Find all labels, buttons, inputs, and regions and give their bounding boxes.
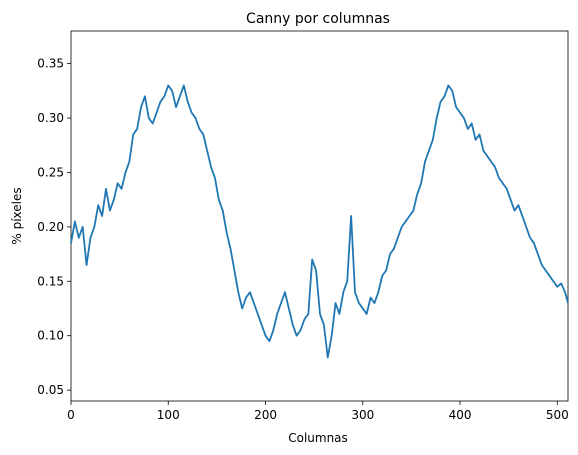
y-tick-label: 0.10 bbox=[37, 329, 64, 343]
x-tick-label: 200 bbox=[254, 408, 277, 422]
y-tick-label: 0.20 bbox=[37, 220, 64, 234]
series-line bbox=[70, 84, 569, 359]
x-tick-label: 0 bbox=[67, 408, 75, 422]
x-tick-label: 400 bbox=[449, 408, 472, 422]
y-tick-label: 0.25 bbox=[37, 165, 64, 179]
y-tick-label: 0.30 bbox=[37, 111, 64, 125]
x-axis: 0 100 200 300 400 500 bbox=[67, 401, 569, 422]
y-axis: 0.05 0.10 0.15 0.20 0.25 0.30 0.35 bbox=[37, 57, 71, 397]
x-axis-label: Columnas bbox=[288, 431, 348, 445]
y-axis-label: % píxeles bbox=[10, 187, 24, 244]
chart-title: Canny por columnas bbox=[246, 11, 390, 27]
y-tick-label: 0.35 bbox=[37, 57, 64, 71]
x-tick-label: 500 bbox=[546, 408, 569, 422]
plot-area bbox=[70, 30, 569, 402]
y-tick-label: 0.05 bbox=[37, 383, 64, 397]
x-tick-label: 100 bbox=[157, 408, 180, 422]
x-tick-label: 300 bbox=[351, 408, 374, 422]
y-tick-label: 0.15 bbox=[37, 274, 64, 288]
